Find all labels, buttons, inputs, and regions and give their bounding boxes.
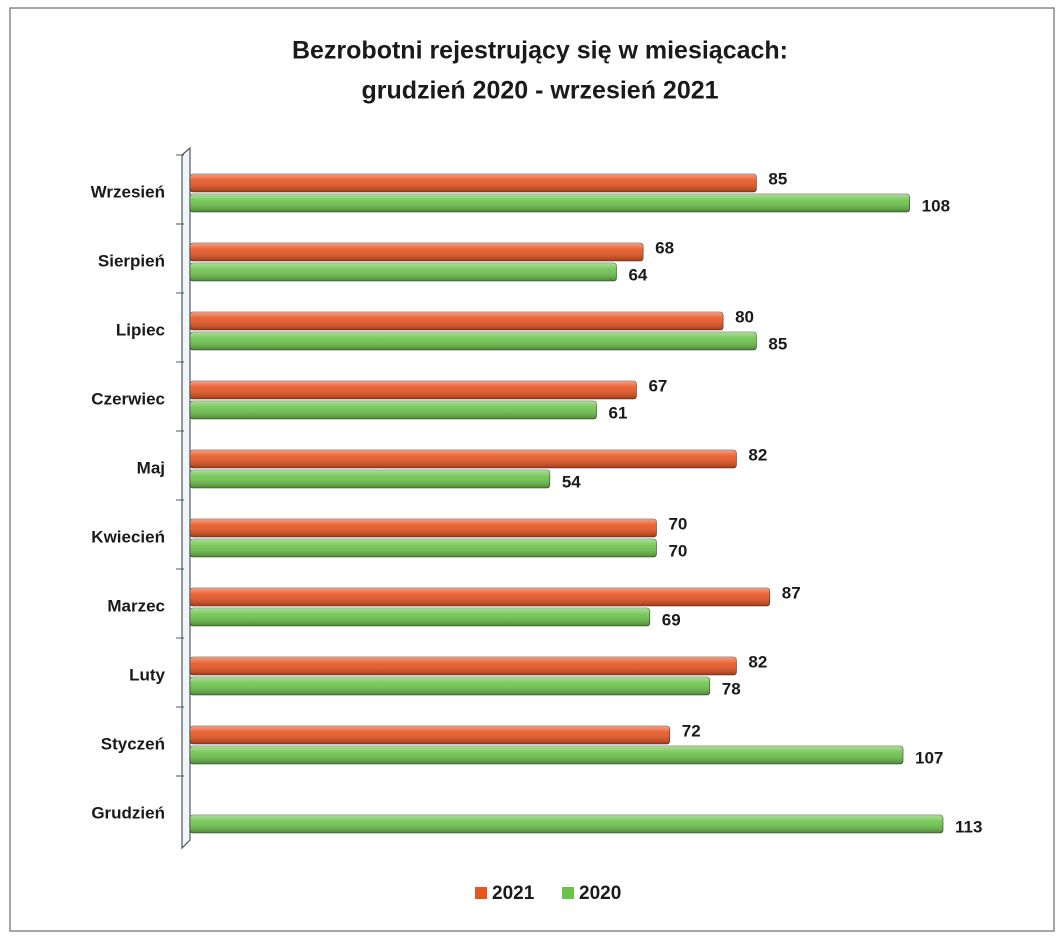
legend-label: 2020 (579, 883, 621, 904)
data-label: 85 (768, 334, 787, 353)
axis-wall (181, 146, 191, 850)
y-tick-label: Wrzesień (91, 182, 165, 201)
legend-label: 2021 (492, 883, 535, 904)
data-label: 108 (922, 196, 950, 215)
y-tick-label: Styczeń (101, 734, 165, 753)
y-tick-label: Maj (137, 458, 165, 477)
bar-shade (190, 450, 737, 468)
bar-shade (190, 381, 637, 399)
chart-title: Bezrobotni rejestrujący się w miesiącach… (292, 37, 788, 65)
data-label: 67 (648, 376, 667, 395)
bar-shade (190, 746, 904, 764)
bar-shade (190, 312, 724, 330)
data-label: 113 (955, 817, 982, 836)
bar-shade (190, 332, 757, 350)
data-label: 82 (748, 652, 767, 671)
bar-shade (190, 174, 757, 192)
bar-shade (190, 470, 550, 488)
y-tick-label: Grudzień (91, 803, 165, 822)
data-label: 70 (668, 541, 687, 560)
bar-shade (190, 539, 657, 557)
data-label: 61 (608, 403, 627, 422)
bar-shade (190, 657, 737, 675)
data-label: 107 (915, 748, 943, 767)
bar-shade (190, 243, 644, 261)
data-label: 80 (735, 307, 754, 326)
data-label: 87 (782, 583, 801, 602)
data-label: 85 (768, 169, 787, 188)
y-tick-label: Marzec (107, 596, 165, 615)
bar-shade (190, 815, 943, 833)
data-label: 54 (562, 472, 581, 491)
frame (9, 7, 1055, 932)
y-tick-label: Lipiec (116, 320, 165, 339)
y-tick-label: Sierpień (98, 251, 165, 270)
bar-shade (190, 194, 910, 212)
bar-shade (190, 519, 657, 537)
data-label: 82 (748, 445, 767, 464)
chart-subtitle: grudzień 2020 - wrzesień 2021 (361, 77, 718, 105)
legend-swatch (562, 887, 574, 899)
bar-shade (190, 677, 710, 695)
bar-shade (190, 608, 650, 626)
data-label: 68 (655, 238, 674, 257)
y-tick-label: Kwiecień (91, 527, 165, 546)
y-tick-label: Luty (129, 665, 165, 684)
bar-shade (190, 726, 670, 744)
data-label: 69 (662, 610, 681, 629)
data-label: 72 (682, 721, 701, 740)
bar-shade (190, 263, 617, 281)
data-label: 64 (628, 265, 647, 284)
bar-shade (190, 588, 770, 606)
legend-swatch (475, 887, 487, 899)
data-label: 78 (722, 679, 741, 698)
y-tick-label: Czerwiec (91, 389, 165, 408)
bar-shade (190, 401, 597, 419)
data-label: 70 (668, 514, 687, 533)
